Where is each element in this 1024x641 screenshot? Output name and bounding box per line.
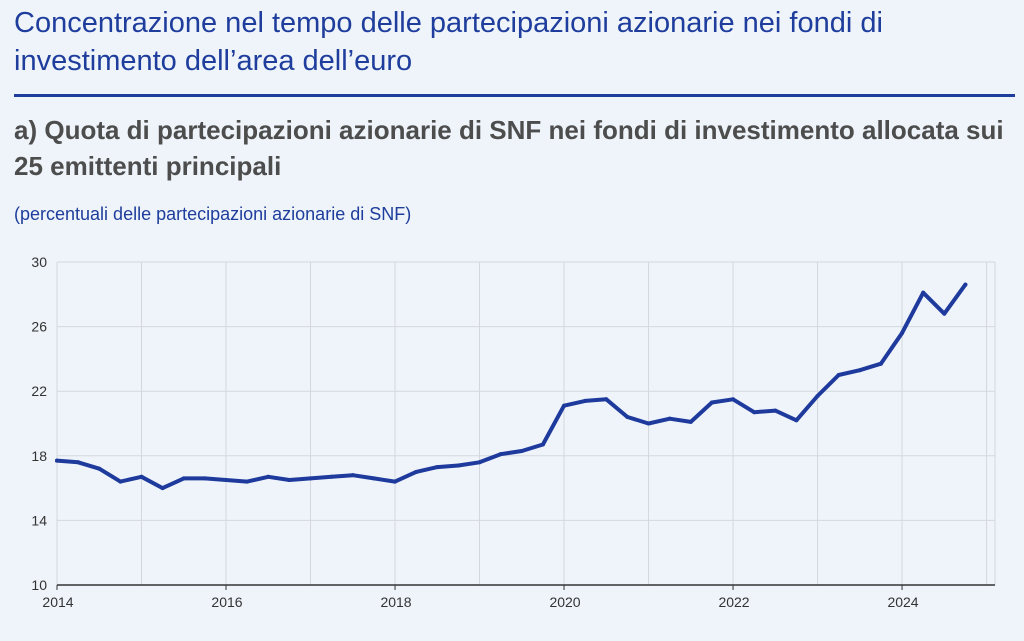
data-point [266, 474, 271, 479]
data-point [202, 476, 207, 481]
data-point [435, 465, 440, 470]
y-tick-label: 22 [31, 383, 47, 399]
x-tick-label: 2018 [380, 594, 411, 610]
data-point [604, 397, 609, 402]
x-tick-label: 2014 [42, 594, 73, 610]
chart-subtitle: a) Quota di partecipazioni azionarie di … [14, 115, 1004, 181]
data-point [181, 476, 186, 481]
y-tick-label: 10 [31, 577, 47, 593]
data-point [900, 331, 905, 336]
data-point [224, 478, 229, 483]
figure-title: Concentrazione nel tempo delle partecipa… [14, 7, 883, 77]
title-divider [14, 94, 1015, 97]
x-tick-label: 2024 [887, 594, 918, 610]
data-point [942, 311, 947, 316]
data-point [371, 476, 376, 481]
data-point [414, 469, 419, 474]
x-tick-label: 2022 [718, 594, 749, 610]
data-point [139, 474, 144, 479]
x-tick-label: 2016 [211, 594, 242, 610]
series-lines [55, 282, 968, 491]
data-point [667, 416, 672, 421]
x-tick-label: 2020 [549, 594, 580, 610]
data-point [836, 373, 841, 378]
data-point [55, 458, 59, 463]
data-point [118, 479, 123, 484]
x-axis: 2014 2016 2018 2020 2022 2024 [42, 584, 995, 610]
line-chart: 10 14 18 22 26 30 2014 2016 2018 2020 2022 2024 [31, 254, 996, 610]
data-point [477, 460, 482, 465]
data-point [76, 460, 81, 465]
data-point [963, 282, 968, 287]
data-point [815, 394, 820, 399]
data-point [688, 419, 693, 424]
y-tick-label: 14 [31, 512, 47, 528]
data-point [562, 403, 567, 408]
chart-grid [56, 261, 996, 586]
data-point [160, 486, 165, 491]
data-point [583, 398, 588, 403]
data-point [393, 479, 398, 484]
data-point [287, 478, 292, 483]
data-point [731, 397, 736, 402]
data-point [329, 474, 334, 479]
y-axis: 10 14 18 22 26 30 [31, 254, 47, 593]
data-point [857, 368, 862, 373]
data-point [709, 400, 714, 405]
data-point [794, 418, 799, 423]
data-point [519, 448, 524, 453]
data-point [308, 476, 313, 481]
data-point [540, 442, 545, 447]
data-point [97, 466, 102, 471]
data-point [646, 421, 651, 426]
data-point [625, 415, 630, 420]
data-point [773, 408, 778, 413]
y-tick-label: 26 [31, 319, 47, 335]
data-point [245, 479, 250, 484]
y-tick-label: 18 [31, 448, 47, 464]
data-point [498, 452, 503, 457]
data-point [921, 290, 926, 295]
y-tick-label: 30 [31, 254, 47, 270]
data-point [752, 410, 757, 415]
data-point [456, 463, 461, 468]
units-label: (percentuali delle partecipazioni aziona… [14, 204, 412, 224]
data-point [878, 361, 883, 366]
data-point [350, 473, 355, 478]
series-line [55, 282, 968, 491]
